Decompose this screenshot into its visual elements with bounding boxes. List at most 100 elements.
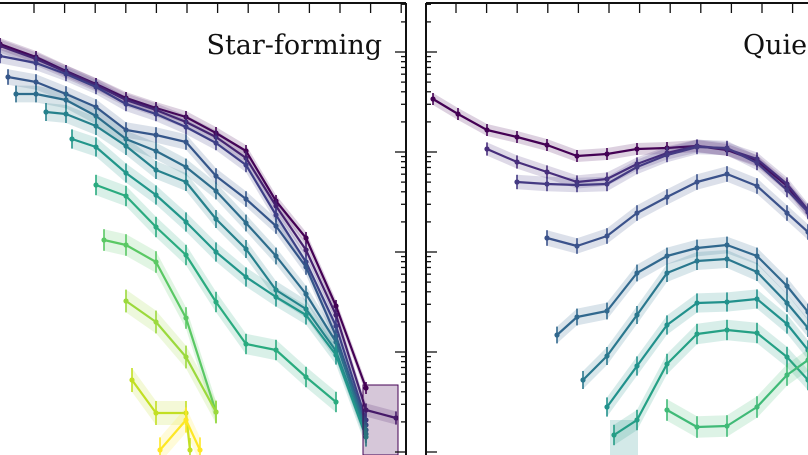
left-data-point	[363, 385, 369, 391]
right-data-point	[754, 330, 760, 336]
right-data-point	[514, 179, 520, 185]
left-data-point	[273, 253, 279, 259]
left-data-point	[33, 91, 39, 97]
left-data-point	[123, 298, 129, 304]
right-data-point	[664, 407, 670, 413]
right-data-point	[664, 253, 670, 259]
right-data-point	[784, 210, 790, 216]
left-data-point	[243, 274, 249, 280]
left-data-point	[213, 409, 219, 415]
right-top-ticks	[455, 3, 794, 13]
right-band-1	[487, 139, 808, 217]
left-data-point	[153, 148, 159, 154]
right-data-point	[574, 243, 580, 249]
left-data-point	[153, 132, 159, 138]
left-data-point	[393, 415, 399, 421]
left-data-point	[273, 203, 279, 209]
right-data-point	[805, 229, 808, 235]
left-data-point	[303, 264, 309, 270]
right-panel-title: Quie	[743, 30, 807, 61]
left-data-point	[101, 237, 107, 243]
left-series-line-5	[45, 110, 368, 435]
left-data-point	[123, 101, 129, 107]
left-data-point	[213, 188, 219, 194]
left-data-point	[183, 354, 189, 360]
right-data-point	[611, 432, 617, 438]
left-data-point	[93, 123, 99, 129]
left-data-point	[93, 84, 99, 90]
left-data-point	[333, 352, 339, 358]
left-data-point	[183, 219, 189, 225]
left-data-point	[183, 179, 189, 185]
right-data-point	[574, 314, 580, 320]
left-data-point	[13, 91, 19, 97]
right-data-point	[805, 357, 808, 363]
right-data-point	[544, 142, 550, 148]
left-series-line-9	[125, 300, 217, 413]
right-data-point	[604, 353, 610, 359]
right-data-point	[805, 209, 808, 215]
right-data-point	[634, 164, 640, 170]
right-data-point	[784, 187, 790, 193]
left-data-point	[303, 291, 309, 297]
left-uncertainty-box	[362, 384, 399, 455]
right-series-line-0	[432, 98, 808, 213]
right-panel: Quie	[425, 2, 808, 455]
left-data-point	[93, 113, 99, 119]
right-data-point	[604, 404, 610, 410]
right-data-point	[664, 152, 670, 158]
right-data-point	[544, 235, 550, 241]
right-data-point	[574, 182, 580, 188]
right-data-point	[694, 144, 700, 150]
left-data-point	[153, 319, 159, 325]
left-band-2	[0, 48, 366, 428]
right-data-point	[430, 96, 436, 102]
left-data-point	[43, 109, 49, 115]
right-series-line-3	[546, 172, 808, 248]
right-data-point	[604, 181, 610, 187]
right-left-ticks	[426, 3, 437, 453]
left-band-11	[160, 407, 200, 455]
left-data-point	[157, 447, 163, 453]
left-data-point	[123, 170, 129, 176]
right-data-point	[784, 354, 790, 360]
left-data-point	[243, 148, 249, 154]
left-data-point	[243, 341, 249, 347]
right-data-point	[754, 269, 760, 275]
left-data-point	[5, 74, 11, 80]
left-series-group	[0, 38, 399, 455]
right-data-point	[805, 309, 808, 315]
left-data-point	[303, 374, 309, 380]
left-data-point	[273, 347, 279, 353]
right-data-point	[634, 270, 640, 276]
left-data-point	[153, 259, 159, 265]
left-data-point	[213, 299, 219, 305]
right-data-point	[664, 270, 670, 276]
right-data-point	[784, 300, 790, 306]
right-data-point	[580, 377, 586, 383]
left-band-0	[0, 38, 366, 394]
right-band-0	[433, 93, 808, 218]
left-data-point	[213, 173, 219, 179]
left-data-point	[213, 249, 219, 255]
right-data-point	[724, 145, 730, 151]
left-data-point	[123, 143, 129, 149]
left-data-point	[183, 417, 189, 423]
left-band-10	[132, 368, 190, 455]
left-data-point	[243, 196, 249, 202]
right-uncertainty-box	[610, 420, 638, 455]
left-data-point	[153, 192, 159, 198]
left-band-6	[72, 129, 366, 447]
right-band-7	[614, 319, 808, 446]
left-data-point	[183, 315, 189, 321]
left-data-point	[303, 235, 309, 241]
left-data-point	[303, 312, 309, 318]
right-data-point	[805, 325, 808, 331]
left-data-point	[123, 127, 129, 133]
right-data-point	[604, 233, 610, 239]
left-data-point	[187, 447, 193, 453]
left-data-point	[183, 164, 189, 170]
left-data-point	[243, 220, 249, 226]
right-data-point	[784, 372, 790, 378]
left-data-point	[63, 71, 69, 77]
